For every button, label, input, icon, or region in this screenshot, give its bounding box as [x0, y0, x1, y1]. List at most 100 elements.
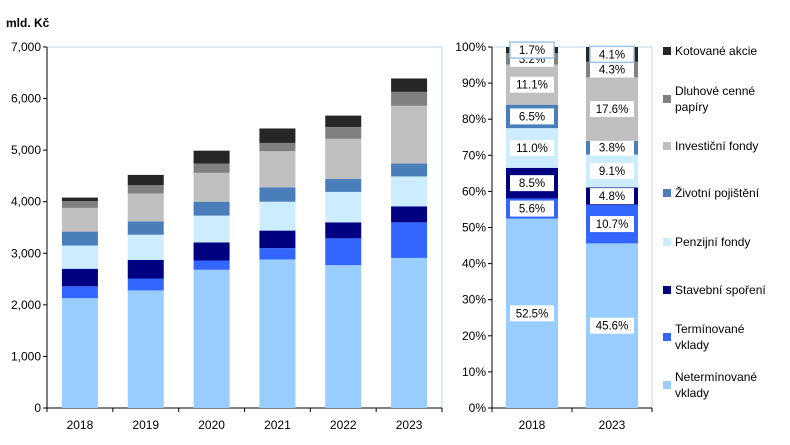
data-label-box	[590, 101, 634, 118]
data-label: 17.6%	[596, 104, 629, 116]
bar-segment	[259, 128, 296, 143]
bar-segment	[325, 191, 362, 223]
x-tick-label: 2020	[198, 418, 225, 432]
bar-segment	[193, 172, 230, 202]
y-tick-label: 1,000	[11, 349, 41, 363]
bar-segment	[193, 150, 230, 164]
data-label-box	[510, 175, 554, 192]
data-label: 1.7%	[519, 45, 545, 57]
data-label: 45.6%	[596, 321, 629, 333]
y-tick-label: 30%	[462, 293, 486, 307]
bar-segment	[325, 138, 362, 180]
bar-segment	[61, 197, 98, 202]
legend-label: papíry	[675, 100, 708, 114]
bar-segment	[325, 238, 362, 266]
bar-segment	[259, 151, 296, 188]
bar-segment	[391, 206, 428, 223]
y-tick-label: 60%	[462, 184, 486, 198]
y-tick-label: 0	[34, 401, 41, 415]
bar-segment	[127, 193, 164, 222]
y-tick-label: 2,000	[11, 298, 41, 312]
y-tick-label: 10%	[462, 365, 486, 379]
legend-label: Investiční fondy	[675, 139, 758, 153]
legend-label: Stavební spoření	[675, 283, 766, 297]
data-label-box	[590, 317, 634, 334]
y-tick-label: 5,000	[11, 143, 41, 157]
bar-segment	[259, 248, 296, 260]
bar-segment	[61, 268, 98, 287]
bar-segment	[127, 185, 164, 194]
data-label: 9.1%	[599, 166, 625, 178]
x-tick-label: 2018	[67, 418, 94, 432]
bar-segment	[127, 290, 164, 408]
bar-segment	[127, 174, 164, 186]
bar-segment	[193, 163, 230, 173]
data-label: 6.5%	[519, 111, 545, 123]
bar-segment	[325, 126, 362, 139]
data-label-box	[510, 108, 554, 125]
x-tick-label: 2023	[396, 418, 423, 432]
legend-label: Termínované	[675, 322, 745, 336]
data-label-box	[590, 139, 634, 156]
bar-segment	[391, 78, 428, 92]
bar-segment	[61, 207, 98, 232]
data-label: 11.1%	[516, 80, 548, 92]
bar-segment	[391, 176, 428, 207]
legend-swatch	[663, 47, 671, 55]
bar-segment	[325, 179, 362, 192]
y-tick-label: 80%	[462, 112, 486, 126]
bar-segment	[193, 201, 230, 216]
data-label: 52.5%	[516, 308, 549, 320]
legend-label: Netermínované	[675, 370, 757, 384]
data-label: 5.6%	[519, 204, 545, 216]
plot-frame-left	[46, 46, 443, 409]
legend-label: vklady	[675, 338, 709, 352]
data-label: 4.1%	[599, 49, 625, 61]
y-tick-label: 70%	[462, 148, 486, 162]
y-tick-label: 40%	[462, 257, 486, 271]
legend-swatch	[663, 142, 671, 150]
data-label: 4.3%	[599, 65, 625, 77]
x-tick-label: 2018	[519, 418, 546, 432]
bar-segment	[61, 245, 98, 269]
bar-segment	[391, 257, 428, 408]
data-label: 10.7%	[596, 219, 629, 231]
data-label-box	[590, 163, 634, 180]
bar-segment	[259, 142, 296, 152]
y-tick-label: 90%	[462, 76, 486, 90]
bar-segment	[259, 187, 296, 202]
legend-swatch	[663, 381, 671, 389]
data-label-box	[510, 200, 554, 217]
x-tick-label: 2021	[264, 418, 291, 432]
y-tick-label: 7,000	[11, 40, 41, 54]
y-tick-label: 6,000	[11, 92, 41, 106]
data-label: 3.8%	[599, 143, 625, 155]
y-tick-label: 3,000	[11, 246, 41, 260]
y-tick-label: 50%	[462, 221, 486, 235]
bar-segment	[193, 215, 230, 243]
unit-label: mld. Kč	[6, 16, 50, 30]
bar-segment	[61, 286, 98, 299]
bar-segment	[61, 231, 98, 246]
data-label: 8.5%	[519, 178, 545, 190]
bar-segment	[391, 163, 428, 177]
legend-label: Penzijní fondy	[675, 235, 750, 249]
bar-segment	[127, 278, 164, 291]
bar-segment	[391, 105, 428, 164]
bar-segment	[325, 115, 362, 127]
legend-swatch	[663, 286, 671, 294]
bar-segment	[193, 242, 230, 261]
legend-label: vklady	[675, 386, 709, 400]
bar-segment	[193, 260, 230, 270]
bar-segment	[127, 259, 164, 279]
x-tick-label: 2022	[330, 418, 357, 432]
bar-segment	[127, 234, 164, 260]
x-tick-label: 2023	[599, 418, 626, 432]
legend-swatch	[663, 333, 671, 341]
x-tick-label: 2019	[132, 418, 159, 432]
data-label: 4.8%	[599, 191, 625, 203]
data-label: 11.0%	[516, 143, 548, 155]
legend-label: Životní pojištění	[675, 185, 760, 200]
bar-segment	[391, 91, 428, 106]
